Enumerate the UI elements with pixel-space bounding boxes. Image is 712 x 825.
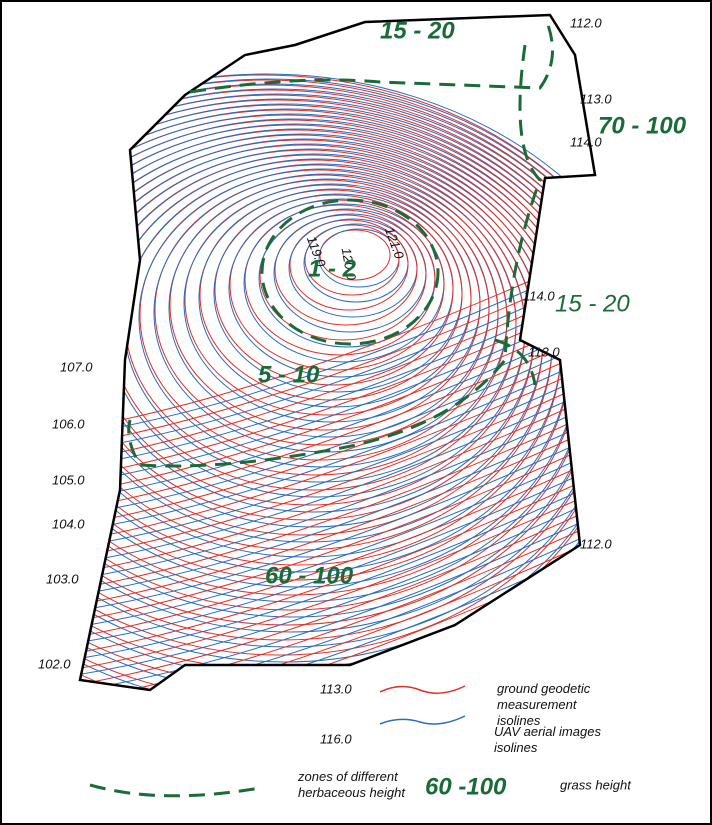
zone-border — [190, 25, 553, 92]
contour-label: 113.0 — [528, 344, 560, 359]
zone-label: 70 - 100 — [598, 112, 687, 139]
legend-sample: 113.0 — [320, 681, 352, 696]
blue-isoline — [19, 129, 579, 587]
contour-label: 105.0 — [52, 472, 85, 487]
contour-label: 106.0 — [52, 416, 85, 431]
map: 112.0113.0114.0119.0120.0121.0114.0113.0… — [0, 0, 712, 825]
legend-sample: 116.0 — [320, 731, 352, 746]
blue-isoline — [139, 169, 507, 467]
red-isoline — [185, 185, 471, 415]
contour-label: 107.0 — [60, 359, 93, 374]
contour-label: 102.0 — [38, 656, 71, 671]
zone-label: 15 - 20 — [555, 290, 630, 317]
red-isoline — [215, 195, 453, 385]
zone-label: 1 - 2 — [308, 255, 357, 282]
legend-height: 60 -100 — [425, 773, 507, 800]
contour-label: 114.0 — [523, 288, 555, 303]
legend-zone-line — [90, 785, 260, 796]
contour-label: 112.0 — [580, 536, 612, 551]
red-isoline — [20, 130, 570, 580]
zone-label: 5 - 10 — [258, 361, 320, 388]
legend-red-line — [380, 686, 465, 693]
zone-label: 60 - 100 — [265, 562, 354, 589]
zone-label: 15 - 20 — [380, 17, 455, 44]
contour-label: 112.0 — [570, 15, 602, 30]
contour-label: 113.0 — [580, 91, 612, 106]
contour-label: 103.0 — [46, 571, 79, 586]
blue-isoline — [184, 184, 480, 422]
red-isoline — [140, 170, 498, 460]
legend-blue-line — [380, 716, 465, 724]
legend-text: grass height — [560, 777, 632, 792]
contour-label: 104.0 — [52, 516, 85, 531]
